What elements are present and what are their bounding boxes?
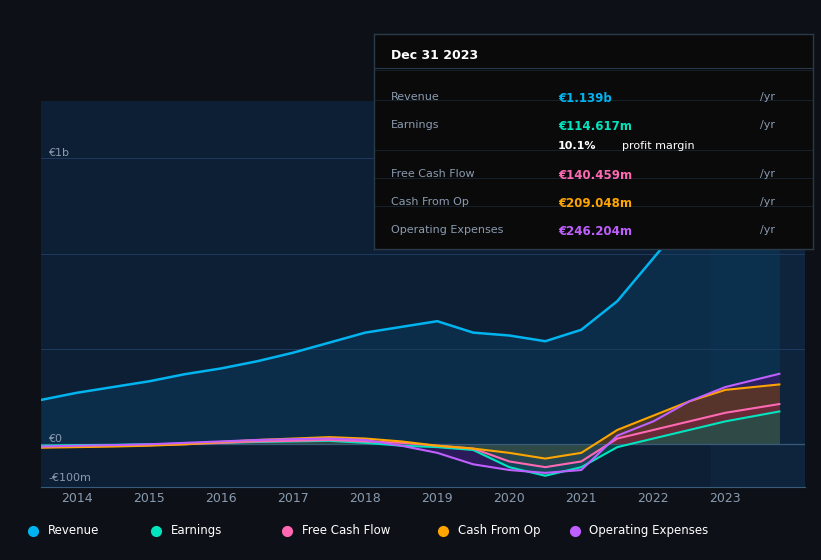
Text: €140.459m: €140.459m bbox=[558, 170, 632, 183]
Text: Operating Expenses: Operating Expenses bbox=[391, 226, 503, 236]
Text: /yr: /yr bbox=[760, 92, 775, 102]
Text: profit margin: profit margin bbox=[621, 141, 695, 151]
Text: Cash From Op: Cash From Op bbox=[391, 198, 469, 207]
Text: €1.139b: €1.139b bbox=[558, 92, 612, 105]
Text: Dec 31 2023: Dec 31 2023 bbox=[391, 49, 479, 62]
Text: Free Cash Flow: Free Cash Flow bbox=[391, 170, 475, 179]
Text: 10.1%: 10.1% bbox=[558, 141, 597, 151]
Text: €114.617m: €114.617m bbox=[558, 120, 632, 133]
Text: €0: €0 bbox=[48, 434, 62, 444]
Text: €209.048m: €209.048m bbox=[558, 198, 632, 211]
Text: -€100m: -€100m bbox=[48, 473, 91, 483]
Text: €246.204m: €246.204m bbox=[558, 226, 632, 239]
Text: Earnings: Earnings bbox=[171, 524, 222, 538]
Text: Revenue: Revenue bbox=[48, 524, 99, 538]
Text: /yr: /yr bbox=[760, 120, 775, 130]
Text: Revenue: Revenue bbox=[391, 92, 440, 102]
Text: /yr: /yr bbox=[760, 170, 775, 179]
Text: /yr: /yr bbox=[760, 226, 775, 236]
Text: Cash From Op: Cash From Op bbox=[458, 524, 540, 538]
Text: Earnings: Earnings bbox=[391, 120, 439, 130]
Text: Operating Expenses: Operating Expenses bbox=[589, 524, 709, 538]
Text: /yr: /yr bbox=[760, 198, 775, 207]
Text: €1b: €1b bbox=[48, 148, 69, 158]
Bar bbox=[711, 101, 805, 487]
Text: Free Cash Flow: Free Cash Flow bbox=[302, 524, 391, 538]
